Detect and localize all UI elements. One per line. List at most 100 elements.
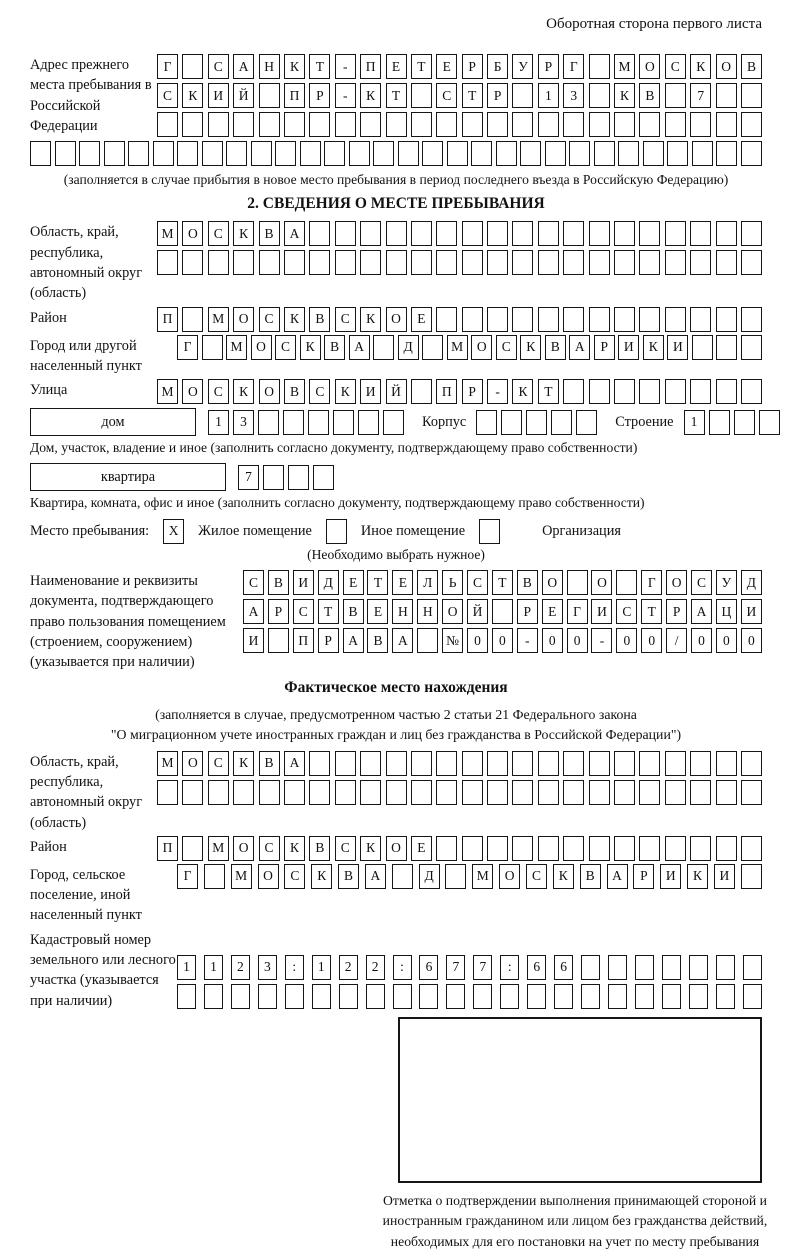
char-cell[interactable]: В — [342, 599, 364, 625]
char-cell[interactable] — [614, 379, 636, 405]
char-cell[interactable]: О — [442, 599, 464, 625]
char-cell[interactable]: С — [467, 570, 489, 596]
char-cell[interactable]: Р — [593, 334, 615, 360]
char-cell[interactable] — [419, 983, 439, 1009]
char-cell[interactable] — [512, 221, 534, 247]
char-cell[interactable]: : — [284, 954, 304, 980]
char-cell[interactable]: П — [436, 379, 458, 405]
char-cell[interactable] — [461, 250, 483, 276]
char-cell[interactable] — [740, 221, 762, 247]
char-cell[interactable]: К — [512, 379, 534, 405]
char-cell[interactable]: 6 — [527, 954, 547, 980]
char-cell[interactable] — [715, 954, 735, 980]
char-cell[interactable] — [201, 141, 223, 166]
char-cell[interactable]: Н — [258, 54, 280, 79]
char-cell[interactable] — [581, 954, 601, 980]
char-cell[interactable]: 0 — [691, 628, 713, 654]
char-cell[interactable]: К — [690, 54, 712, 79]
char-cell[interactable]: К — [283, 306, 305, 332]
char-cell[interactable]: К — [233, 221, 255, 247]
char-cell[interactable] — [664, 779, 686, 805]
char-cell[interactable]: И — [591, 599, 613, 625]
char-cell[interactable]: В — [639, 83, 661, 108]
char-cell[interactable]: А — [691, 599, 713, 625]
char-cell[interactable]: Р — [461, 54, 483, 79]
char-cell[interactable] — [157, 112, 178, 137]
char-cell[interactable] — [182, 779, 204, 805]
char-cell[interactable]: М — [446, 334, 468, 360]
char-cell[interactable]: А — [569, 334, 591, 360]
char-cell[interactable]: С — [525, 863, 547, 889]
char-cell[interactable] — [690, 750, 712, 776]
char-cell[interactable]: Ц — [715, 599, 737, 625]
char-cell[interactable]: С — [207, 54, 229, 79]
char-cell[interactable] — [30, 141, 51, 166]
char-cell[interactable] — [258, 83, 280, 108]
char-cell[interactable] — [690, 379, 712, 405]
char-cell[interactable] — [563, 306, 585, 332]
char-cell[interactable]: Е — [541, 599, 563, 625]
char-cell[interactable] — [360, 750, 382, 776]
char-cell[interactable]: О — [233, 306, 255, 332]
char-cell[interactable] — [476, 409, 498, 435]
char-cell[interactable] — [263, 464, 284, 490]
char-cell[interactable]: И — [618, 334, 640, 360]
char-cell[interactable] — [283, 779, 305, 805]
char-cell[interactable]: Л — [417, 570, 439, 596]
char-cell[interactable]: В — [258, 750, 280, 776]
char-cell[interactable] — [283, 409, 304, 435]
char-cell[interactable]: М — [207, 306, 229, 332]
char-cell[interactable] — [436, 306, 458, 332]
char-cell[interactable] — [664, 221, 686, 247]
char-cell[interactable]: О — [639, 54, 661, 79]
char-cell[interactable]: Р — [666, 599, 688, 625]
char-cell[interactable]: Т — [537, 379, 559, 405]
char-cell[interactable]: Г — [177, 334, 198, 360]
char-cell[interactable] — [740, 750, 762, 776]
char-cell[interactable]: В — [324, 334, 346, 360]
char-cell[interactable] — [520, 141, 542, 166]
char-cell[interactable] — [691, 334, 713, 360]
char-cell[interactable] — [250, 141, 272, 166]
char-cell[interactable] — [639, 379, 661, 405]
char-cell[interactable] — [537, 250, 559, 276]
char-cell[interactable] — [618, 141, 640, 166]
char-cell[interactable] — [226, 141, 248, 166]
char-cell[interactable] — [588, 221, 610, 247]
char-cell[interactable] — [688, 954, 708, 980]
char-cell[interactable]: О — [233, 835, 255, 861]
char-cell[interactable] — [182, 250, 204, 276]
char-cell[interactable] — [614, 835, 636, 861]
char-cell[interactable] — [128, 141, 150, 166]
char-cell[interactable]: О — [182, 221, 204, 247]
char-cell[interactable] — [614, 221, 636, 247]
char-cell[interactable]: В — [309, 835, 331, 861]
char-cell[interactable]: Д — [317, 570, 339, 596]
char-cell[interactable] — [634, 954, 654, 980]
char-cell[interactable]: С — [284, 863, 306, 889]
char-cell[interactable] — [258, 779, 280, 805]
char-cell[interactable] — [715, 112, 737, 137]
char-cell[interactable]: Р — [461, 379, 483, 405]
char-cell[interactable]: К — [687, 863, 709, 889]
char-cell[interactable]: 3 — [233, 409, 254, 435]
char-cell[interactable] — [664, 112, 686, 137]
char-cell[interactable] — [537, 221, 559, 247]
char-cell[interactable] — [544, 141, 566, 166]
char-cell[interactable] — [639, 306, 661, 332]
char-cell[interactable]: К — [182, 83, 204, 108]
char-cell[interactable]: К — [334, 379, 356, 405]
char-cell[interactable]: Е — [392, 570, 414, 596]
char-cell[interactable]: 7 — [473, 954, 493, 980]
char-cell[interactable] — [512, 306, 534, 332]
char-cell[interactable]: С — [258, 835, 280, 861]
char-cell[interactable] — [309, 779, 331, 805]
char-cell[interactable] — [614, 306, 636, 332]
char-cell[interactable]: 0 — [467, 628, 489, 654]
char-cell[interactable]: Р — [267, 599, 289, 625]
char-cell[interactable]: С — [207, 750, 229, 776]
char-cell[interactable]: Б — [487, 54, 509, 79]
char-cell[interactable] — [690, 835, 712, 861]
char-cell[interactable]: О — [499, 863, 521, 889]
char-cell[interactable]: И — [292, 570, 314, 596]
